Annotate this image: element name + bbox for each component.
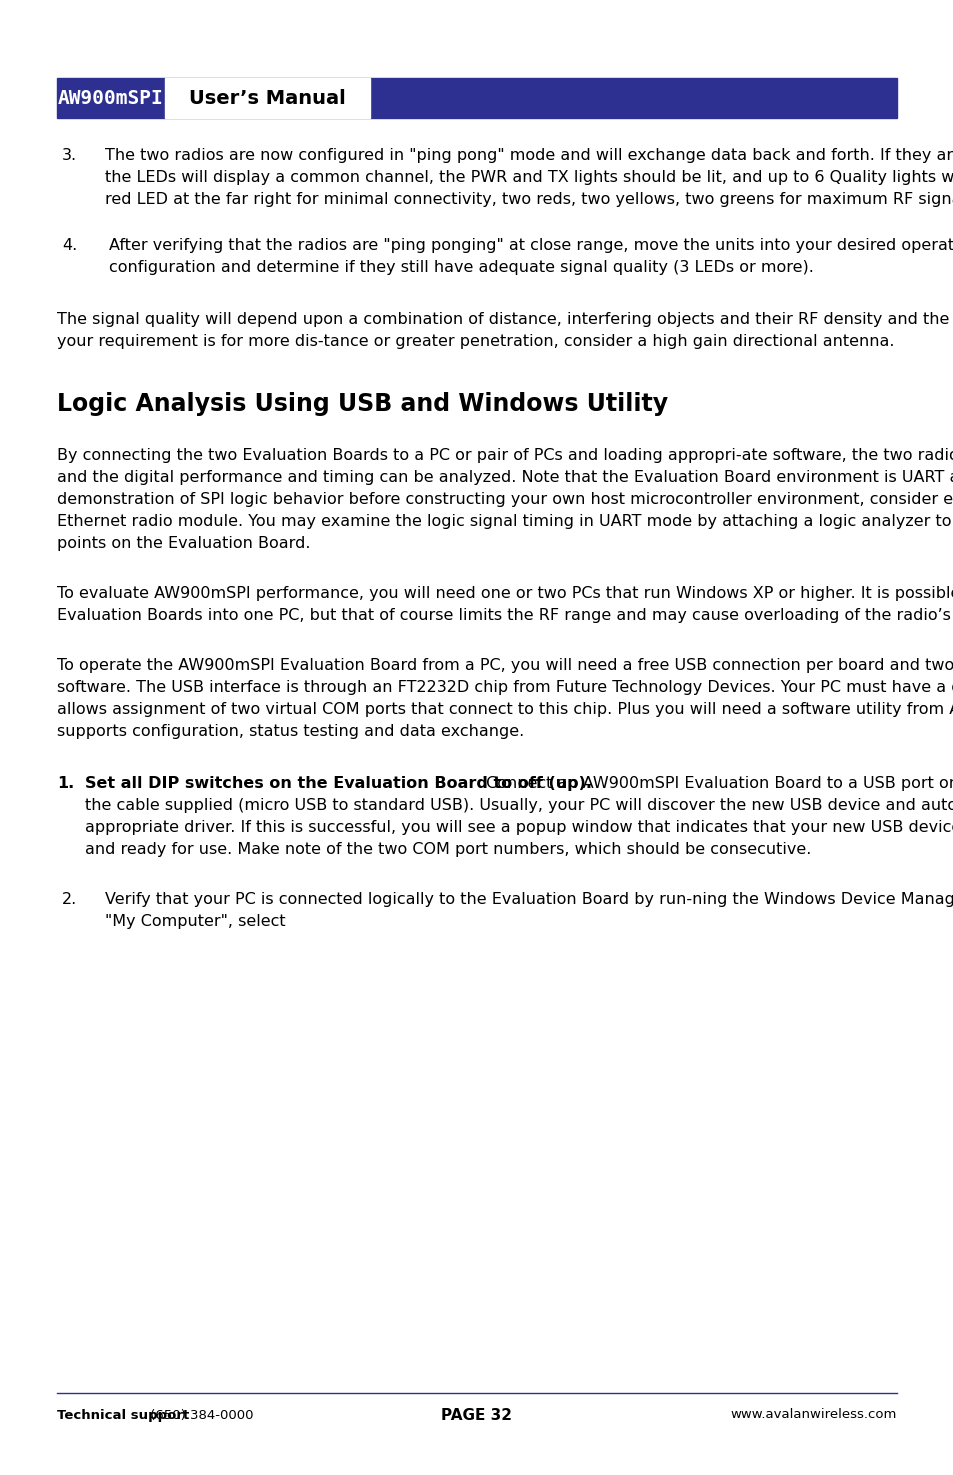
Text: The two radios are now configured in "ping pong" mode and will exchange data bac: The two radios are now configured in "pi… [105,148,953,164]
Text: and ready for use. Make note of the two COM port numbers, which should be consec: and ready for use. Make note of the two … [85,842,810,857]
Bar [57,78,896,118]
Text: To evaluate AW900mSPI performance, you will need one or two PCs that run Windows: To evaluate AW900mSPI performance, you w… [57,586,953,600]
Text: software. The USB interface is through an FT2232D chip from Future Technology De: software. The USB interface is through a… [57,680,953,695]
Text: the cable supplied (micro USB to standard USB). Usually, your PC will discover t: the cable supplied (micro USB to standar… [85,798,953,813]
Text: By connecting the two Evaluation Boards to a PC or pair of PCs and loading appro: By connecting the two Evaluation Boards … [57,448,953,463]
Text: www.avalanwireless.com: www.avalanwireless.com [730,1409,896,1422]
Text: PAGE 32: PAGE 32 [441,1407,512,1422]
Text: AW900mSPI: AW900mSPI [58,88,164,108]
Text: red LED at the far right for minimal connectivity, two reds, two yellows, two gr: red LED at the far right for minimal con… [105,192,953,206]
Text: 3.: 3. [62,148,77,164]
Text: appropriate driver. If this is successful, you will see a popup window that indi: appropriate driver. If this is successfu… [85,820,953,835]
Text: Set all DIP switches on the Evaluation Board to off (up).: Set all DIP switches on the Evaluation B… [85,776,592,791]
Text: demonstration of SPI logic behavior before constructing your own host microcontr: demonstration of SPI logic behavior befo… [57,493,953,507]
Bar [165,78,370,118]
Text: 1.: 1. [57,776,74,791]
Text: Technical support: Technical support [57,1409,189,1422]
Text: "My Computer", select: "My Computer", select [105,914,285,929]
Text: To operate the AW900mSPI Evaluation Board from a PC, you will need a free USB co: To operate the AW900mSPI Evaluation Boar… [57,658,953,673]
Text: User’s Manual: User’s Manual [189,88,346,108]
Text: 4.: 4. [62,237,77,254]
Text: The signal quality will depend upon a combination of distance, interfering objec: The signal quality will depend upon a co… [57,313,953,327]
Text: the LEDs will display a common channel, the PWR and TX lights should be lit, and: the LEDs will display a common channel, … [105,170,953,184]
Text: Connect an AW900mSPI Evaluation Board to a USB port on your PC using: Connect an AW900mSPI Evaluation Board to… [481,776,953,791]
Text: points on the Evaluation Board.: points on the Evaluation Board. [57,535,310,552]
Text: Logic Analysis Using USB and Windows Utility: Logic Analysis Using USB and Windows Uti… [57,392,667,416]
Text: (650) 384-0000: (650) 384-0000 [146,1409,253,1422]
Text: supports configuration, status testing and data exchange.: supports configuration, status testing a… [57,724,524,739]
Text: and the digital performance and timing can be analyzed. Note that the Evaluation: and the digital performance and timing c… [57,471,953,485]
Text: your requirement is for more dis­tance or greater penetration, consider a high g: your requirement is for more dis­tance o… [57,333,894,350]
Text: Evaluation Boards into one PC, but that of course limits the RF range and may ca: Evaluation Boards into one PC, but that … [57,608,953,622]
Text: Verify that your PC is connected logically to the Evaluation Board by run­ning t: Verify that your PC is connected logical… [105,892,953,907]
Text: 2.: 2. [62,892,77,907]
Text: After verifying that the radios are "ping ponging" at close range, move the unit: After verifying that the radios are "pin… [109,237,953,254]
Text: allows assignment of two virtual COM ports that connect to this chip. Plus you w: allows assignment of two virtual COM por… [57,702,953,717]
Text: Ethernet radio module. You may examine the logic signal timing in UART mode by a: Ethernet radio module. You may examine t… [57,513,953,530]
Text: configuration and determine if they still have adequate signal quality (3 LEDs o: configuration and determine if they stil… [109,260,813,274]
